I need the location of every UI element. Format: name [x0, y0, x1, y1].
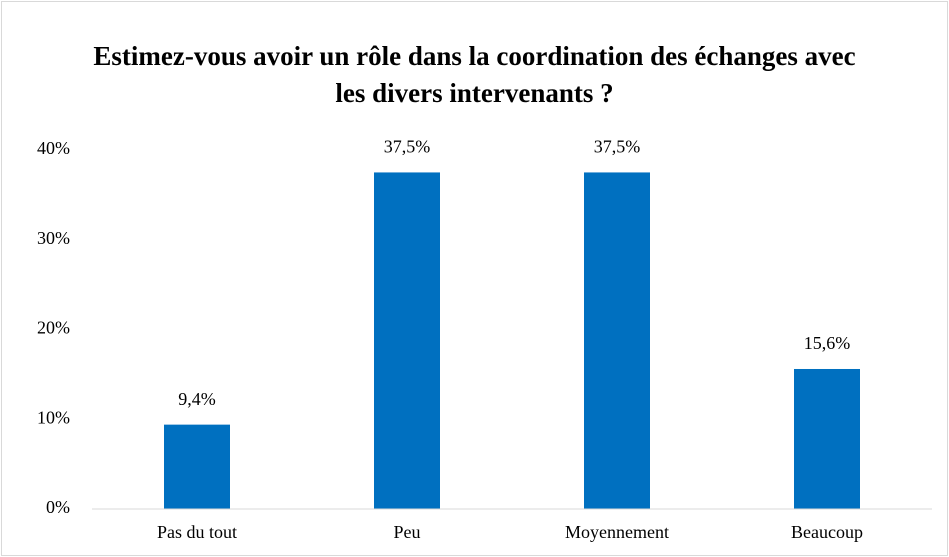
value-label: 9,4% — [178, 389, 216, 409]
chart-title: Estimez-vous avoir un rôle dans la coord… — [93, 41, 856, 108]
x-tick-label: Pas du tout — [157, 522, 237, 542]
x-tick-label: Beaucoup — [791, 522, 863, 542]
bar — [584, 172, 650, 509]
y-tick-label: 20% — [37, 318, 70, 338]
y-tick-label: 30% — [37, 228, 70, 248]
x-tick-label: Peu — [394, 522, 421, 542]
value-label: 37,5% — [384, 137, 431, 157]
y-tick-label: 0% — [46, 497, 70, 517]
bar — [164, 424, 230, 509]
y-tick-label: 10% — [37, 407, 70, 427]
x-tick-label: Moyennement — [565, 522, 669, 542]
y-tick-label: 40% — [37, 138, 70, 158]
bar — [794, 368, 860, 509]
value-label: 15,6% — [804, 333, 851, 353]
bar — [374, 172, 440, 509]
value-label: 37,5% — [594, 137, 641, 157]
